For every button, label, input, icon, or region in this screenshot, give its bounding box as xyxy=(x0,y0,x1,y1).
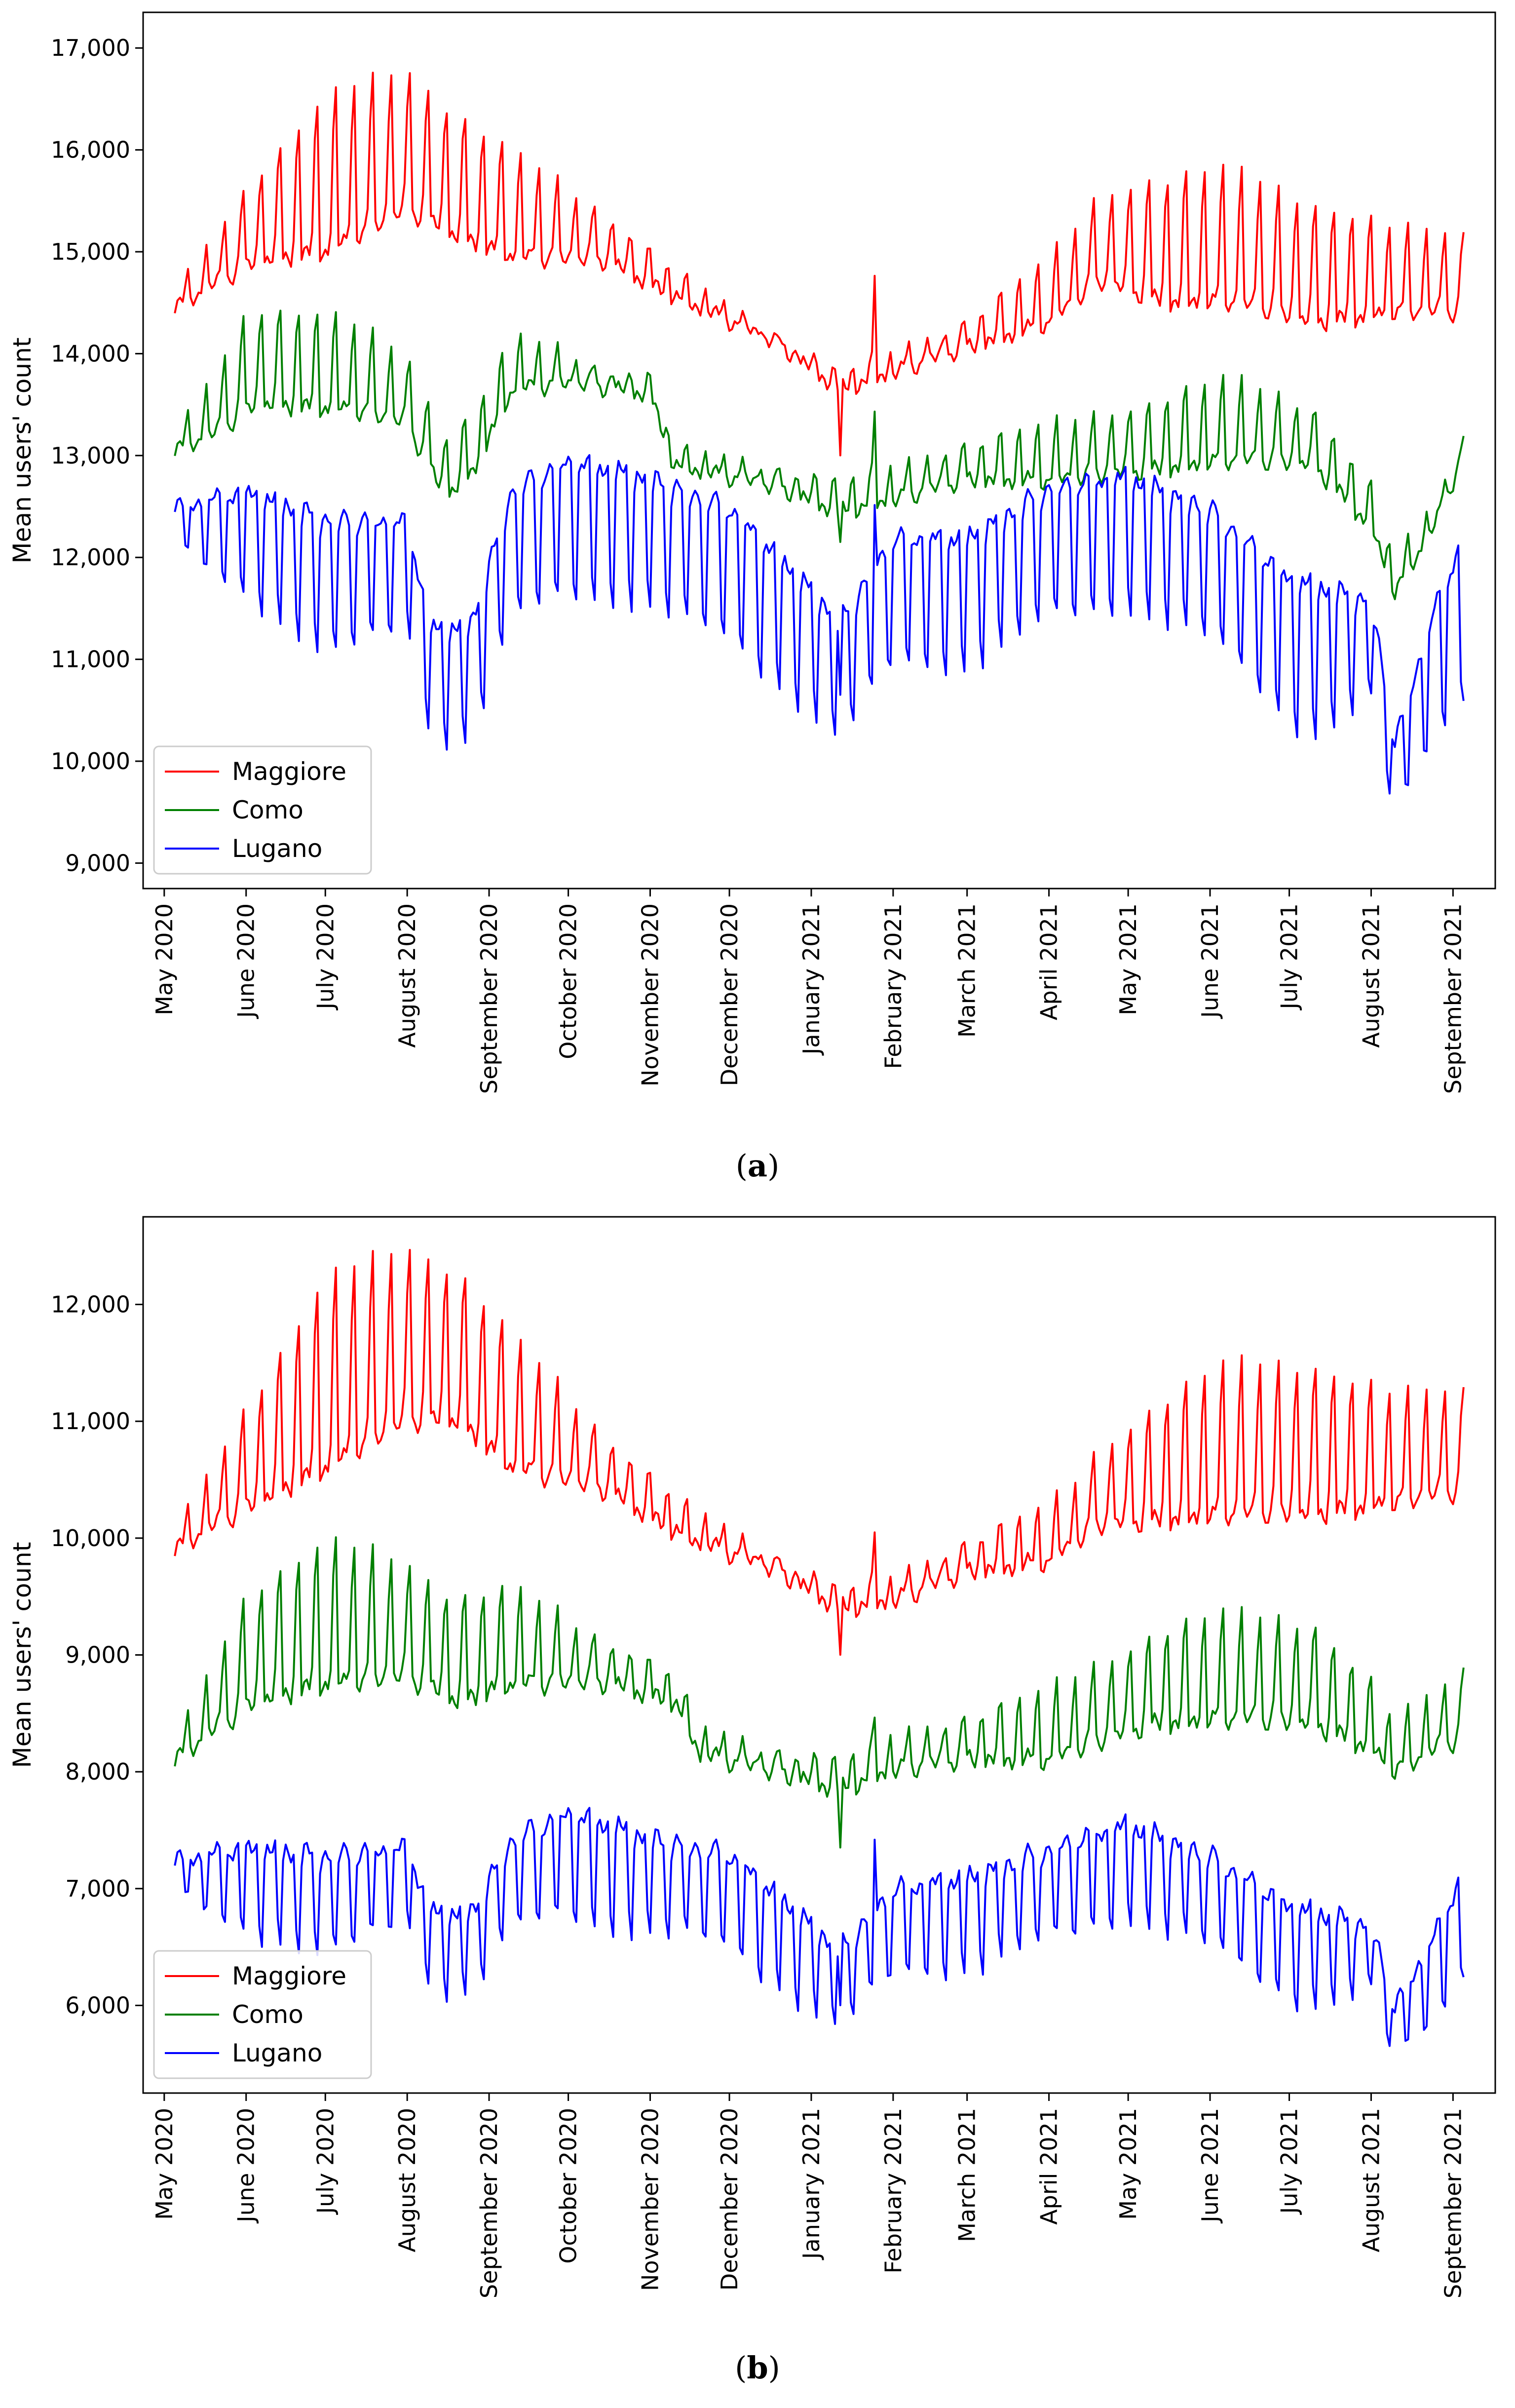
x-tick-label: July 2021 xyxy=(1276,2108,1303,2215)
caption-a: (a) xyxy=(735,1148,780,1184)
x-tick-label: October 2020 xyxy=(555,2108,582,2264)
y-tick-label: 9,000 xyxy=(65,1642,130,1669)
y-tick-label: 8,000 xyxy=(65,1758,130,1785)
y-tick-label: 11,000 xyxy=(51,1408,130,1435)
x-tick-label: February 2021 xyxy=(880,903,907,1069)
series-line-lugano xyxy=(174,1807,1465,2047)
legend-label-maggiore: Maggiore xyxy=(232,757,346,786)
x-tick-label: March 2021 xyxy=(954,903,981,1038)
x-tick-label: July 2021 xyxy=(1276,903,1303,1010)
x-tick-label: December 2020 xyxy=(716,903,743,1086)
x-tick-label: August 2021 xyxy=(1358,903,1384,1048)
x-tick-label: September 2021 xyxy=(1439,2108,1466,2298)
x-tick-label: September 2020 xyxy=(476,2108,502,2298)
x-tick-label: May 2021 xyxy=(1115,903,1141,1015)
legend-label-como: Como xyxy=(232,2000,303,2029)
x-tick-label: August 2020 xyxy=(394,903,420,1048)
x-tick-label: August 2020 xyxy=(394,2108,420,2253)
line-chart-b: 6,000 7,000 8,000 9,000 10,000 11,000 12,000 Ma… xyxy=(8,1216,1496,2298)
chart-panel-a: 9,000 10,000 11,000 12,000 13,000 14,000 15,00… xyxy=(8,11,1496,1184)
y-axis-label: Mean users' count xyxy=(8,1542,37,1768)
y-tick-label: 7,000 xyxy=(65,1875,130,1902)
y-tick-label: 6,000 xyxy=(65,1992,130,2019)
x-tick-label: January 2021 xyxy=(798,2108,825,2260)
legend-label-maggiore: Maggiore xyxy=(232,1962,346,1990)
legend-label-como: Como xyxy=(232,796,303,824)
x-tick-label: November 2020 xyxy=(637,903,664,1087)
y-tick-label: 10,000 xyxy=(51,748,130,775)
x-tick-label: July 2020 xyxy=(312,903,339,1010)
x-tick-label: June 2021 xyxy=(1197,903,1223,1019)
legend-box xyxy=(153,1950,372,2079)
y-tick-label: 12,000 xyxy=(51,1291,130,1318)
x-tick-label: April 2021 xyxy=(1036,903,1062,1020)
y-tick-label: 14,000 xyxy=(51,340,130,367)
y-tick-label: 10,000 xyxy=(51,1525,130,1552)
x-tick-label: May 2020 xyxy=(151,903,178,1015)
x-tick-label: August 2021 xyxy=(1358,2108,1384,2253)
x-tick-label: June 2020 xyxy=(233,903,260,1019)
x-tick-label: June 2021 xyxy=(1197,2108,1223,2224)
series-line-maggiore xyxy=(174,1249,1465,1656)
x-tick-label: December 2020 xyxy=(716,2108,743,2291)
legend-label-lugano: Lugano xyxy=(232,834,322,863)
x-tick-label: September 2021 xyxy=(1439,903,1466,1094)
y-tick-label: 17,000 xyxy=(51,35,130,61)
x-tick-label: April 2021 xyxy=(1036,2108,1062,2225)
series-line-como xyxy=(174,310,1465,600)
y-tick-label: 12,000 xyxy=(51,544,130,571)
x-tick-label: February 2021 xyxy=(880,2108,907,2274)
series-line-maggiore xyxy=(174,72,1465,457)
y-tick-label: 15,000 xyxy=(51,238,130,265)
series-line-lugano xyxy=(174,454,1465,795)
x-tick-label: October 2020 xyxy=(555,903,582,1059)
caption-b-label: b xyxy=(747,2350,768,2386)
x-tick-label: November 2020 xyxy=(637,2108,664,2291)
caption-b: (b) xyxy=(735,2350,780,2386)
x-tick-label: March 2021 xyxy=(954,2108,981,2242)
y-tick-label: 11,000 xyxy=(51,646,130,673)
legend-box xyxy=(153,745,372,875)
caption-a-label: a xyxy=(747,1148,768,1184)
y-tick-label: 13,000 xyxy=(51,442,130,469)
x-tick-label: January 2021 xyxy=(798,903,825,1056)
x-tick-label: May 2021 xyxy=(1115,2108,1141,2220)
y-tick-label: 9,000 xyxy=(65,850,130,876)
legend-label-lugano: Lugano xyxy=(232,2039,322,2067)
y-tick-label: 16,000 xyxy=(51,137,130,163)
x-tick-label: June 2020 xyxy=(233,2108,260,2224)
plot-frame xyxy=(142,11,1496,890)
x-tick-label: May 2020 xyxy=(151,2108,178,2220)
chart-panel-b: 6,000 7,000 8,000 9,000 10,000 11,000 12,000 Ma… xyxy=(0,1204,1515,2408)
y-axis-label: Mean users' count xyxy=(8,338,37,564)
x-tick-label: July 2020 xyxy=(312,2108,339,2215)
x-tick-label: September 2020 xyxy=(476,903,502,1094)
line-chart-a: 9,000 10,000 11,000 12,000 13,000 14,000 15,00… xyxy=(8,11,1496,1094)
series-line-como xyxy=(174,1536,1465,1849)
